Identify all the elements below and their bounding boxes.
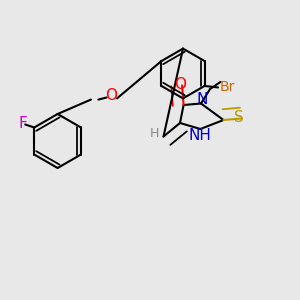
Text: NH: NH [188,128,211,142]
Text: H: H [150,127,159,140]
Text: Br: Br [220,80,235,94]
Text: N: N [196,92,208,106]
Text: O: O [105,88,117,104]
Text: S: S [234,110,243,125]
Text: O: O [174,77,186,92]
Text: F: F [18,116,27,131]
